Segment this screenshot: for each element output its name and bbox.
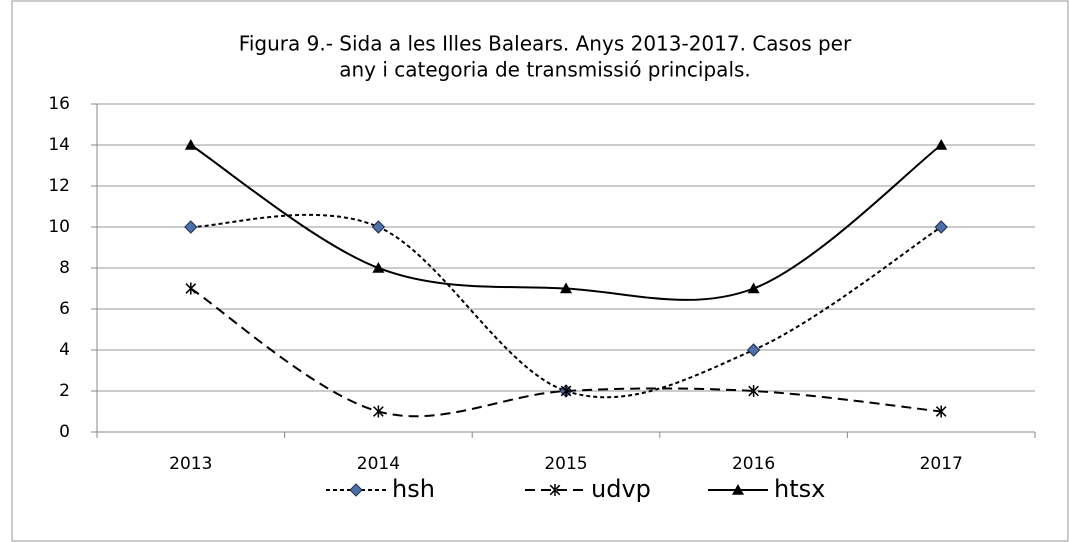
- x-tick-label: 2017: [920, 454, 963, 474]
- marker: [372, 262, 385, 273]
- y-tick-label: 12: [48, 176, 70, 196]
- y-tick-label: 4: [59, 340, 70, 360]
- marker: [748, 385, 759, 397]
- legend-label: udvp: [591, 475, 651, 503]
- x-tick-label: 2013: [169, 454, 212, 474]
- y-tick-label: 0: [59, 422, 70, 442]
- marker: [184, 220, 198, 234]
- legend-label: htsx: [774, 475, 825, 503]
- y-tick-label: 6: [59, 299, 70, 319]
- legend-marker: [732, 484, 744, 495]
- x-tick-label: 2016: [732, 454, 775, 474]
- marker: [185, 282, 197, 295]
- marker: [747, 282, 760, 294]
- chart-title: any i categoria de transmissió principal…: [339, 58, 751, 82]
- marker: [371, 220, 386, 234]
- marker: [934, 220, 948, 234]
- marker: [373, 405, 384, 418]
- x-tick-label: 2014: [357, 454, 400, 474]
- marker: [560, 282, 572, 294]
- y-tick-label: 8: [59, 258, 70, 278]
- y-tick-label: 10: [48, 217, 70, 237]
- legend-marker: [349, 483, 363, 497]
- marker: [935, 139, 948, 150]
- marker: [184, 139, 197, 150]
- x-tick-label: 2015: [544, 454, 587, 474]
- marker: [746, 343, 761, 357]
- chart-title: Figura 9.- Sida a les Illes Balears. Any…: [239, 32, 852, 56]
- y-tick-label: 2: [59, 381, 70, 401]
- y-tick-label: 14: [48, 135, 70, 155]
- legend-label: hsh: [392, 475, 435, 503]
- legend-marker: [549, 484, 561, 496]
- y-tick-label: 16: [48, 94, 70, 114]
- marker: [560, 385, 572, 397]
- chart-frame: [11, 0, 1069, 542]
- series-line: [190, 287, 942, 418]
- marker: [935, 405, 947, 418]
